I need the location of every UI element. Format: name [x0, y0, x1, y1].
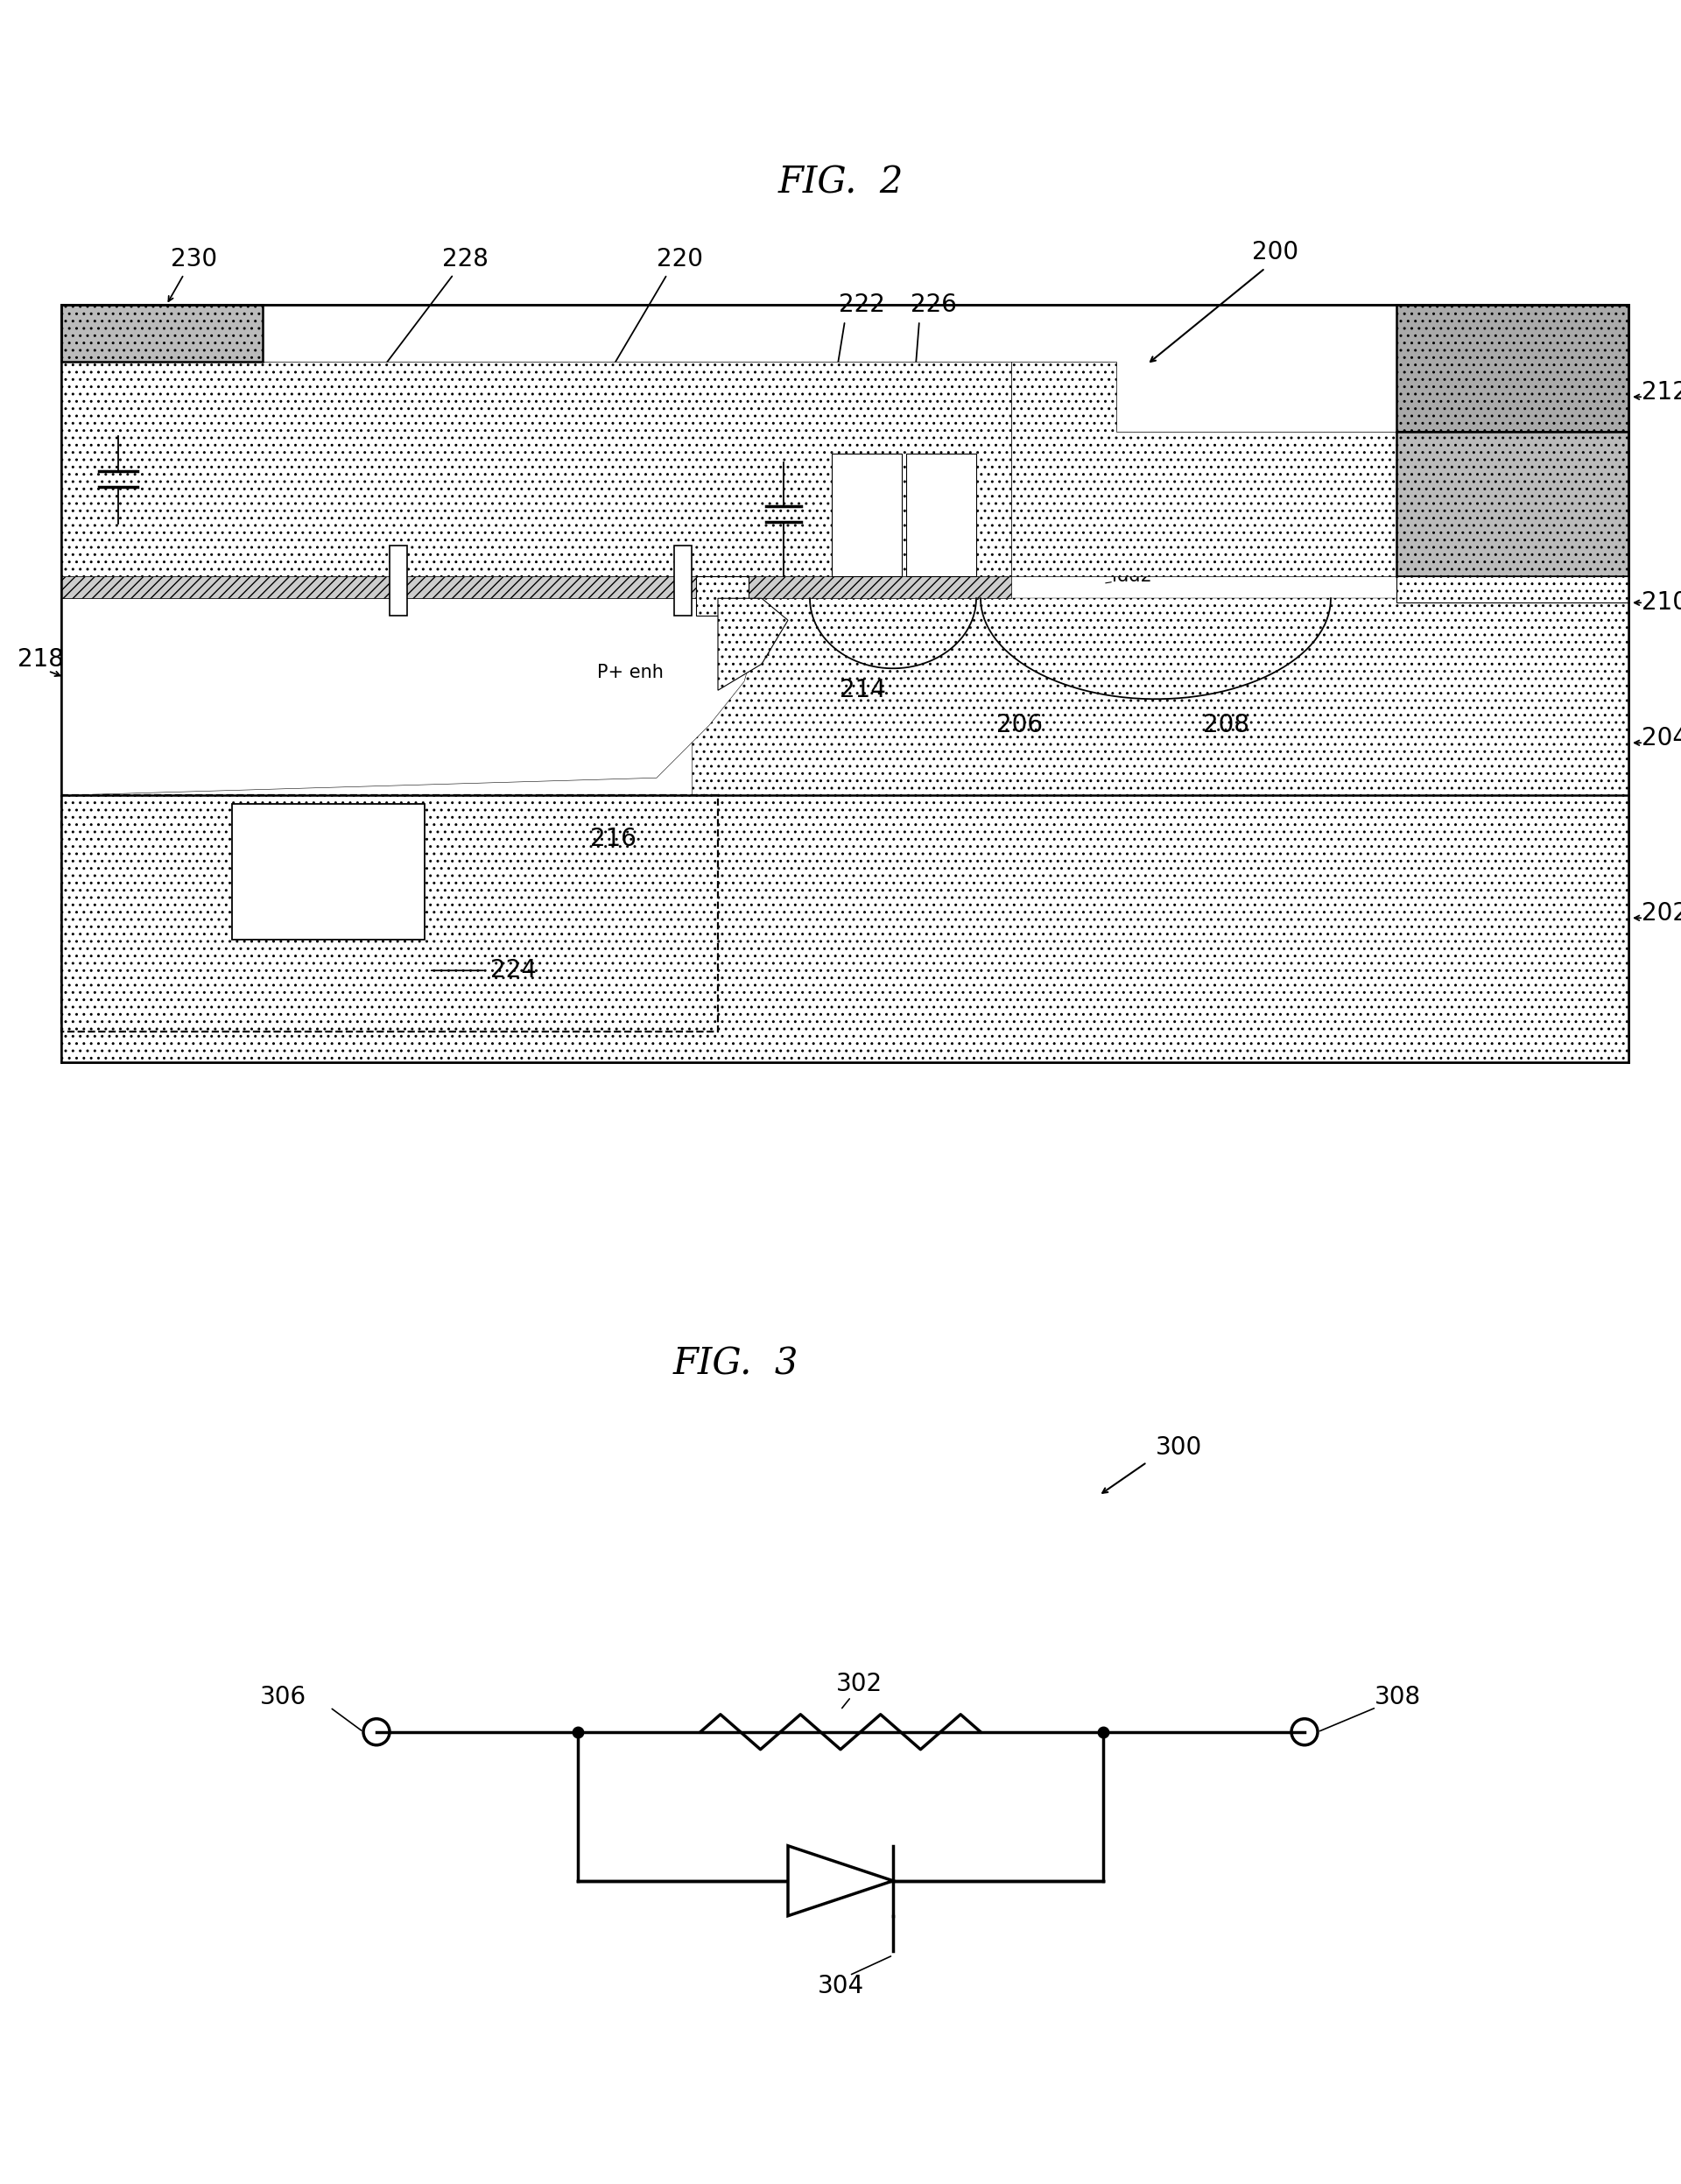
Bar — [61, 598, 1629, 795]
Text: N+: N+ — [1429, 583, 1457, 601]
Bar — [906, 454, 977, 577]
Bar — [696, 577, 748, 616]
Bar — [61, 363, 1012, 577]
Bar — [61, 598, 691, 795]
Text: Cgs2: Cgs2 — [736, 467, 787, 489]
Text: 222: 222 — [839, 293, 884, 317]
Text: P+ enh: P+ enh — [597, 664, 664, 681]
Text: FIG.  3: FIG. 3 — [672, 1345, 798, 1382]
Text: 304: 304 — [817, 1974, 864, 1998]
Bar — [390, 546, 407, 616]
Bar — [1397, 306, 1629, 432]
Bar — [61, 306, 262, 363]
Text: 204: 204 — [1642, 727, 1681, 751]
Bar — [61, 598, 1629, 1061]
Text: 208: 208 — [1202, 712, 1249, 738]
Polygon shape — [61, 598, 761, 795]
Text: P+: P+ — [324, 880, 360, 904]
Text: 302: 302 — [835, 1671, 883, 1697]
Text: 218: 218 — [17, 646, 64, 673]
Text: R$_{p-con}$: R$_{p-con}$ — [398, 467, 467, 494]
Text: 214: 214 — [839, 677, 886, 703]
Bar — [61, 795, 718, 1031]
Text: 212: 212 — [1642, 380, 1681, 404]
Text: 228: 228 — [442, 247, 489, 271]
Text: 200: 200 — [1252, 240, 1298, 264]
Text: 300: 300 — [1157, 1435, 1202, 1459]
Polygon shape — [718, 598, 788, 690]
Bar — [1397, 577, 1629, 603]
Bar — [674, 546, 691, 616]
Text: FIG.  2: FIG. 2 — [778, 164, 903, 201]
Text: R$_{n-con}$: R$_{n-con}$ — [582, 470, 651, 491]
Text: 308: 308 — [1375, 1684, 1420, 1710]
Text: 202: 202 — [1642, 902, 1681, 926]
Text: Idd1: Idd1 — [901, 559, 941, 577]
Text: 216: 216 — [590, 828, 635, 852]
Bar — [1397, 432, 1629, 577]
Bar — [61, 577, 1012, 598]
Text: 230: 230 — [171, 247, 217, 271]
Text: 210: 210 — [1642, 590, 1681, 616]
Text: 220: 220 — [657, 247, 703, 271]
Text: 206: 206 — [997, 712, 1044, 738]
Text: N+: N+ — [691, 583, 719, 601]
Text: 226: 226 — [911, 293, 956, 317]
Text: Cgs1: Cgs1 — [145, 470, 197, 491]
Polygon shape — [1012, 363, 1397, 577]
Bar — [232, 804, 425, 939]
Text: 224: 224 — [491, 959, 536, 983]
Polygon shape — [788, 1845, 893, 1915]
Bar — [61, 306, 1629, 1061]
Text: P-ch: P-ch — [731, 642, 770, 660]
Text: Idd2: Idd2 — [1111, 568, 1151, 585]
Bar — [832, 454, 901, 577]
Text: 306: 306 — [261, 1684, 306, 1710]
